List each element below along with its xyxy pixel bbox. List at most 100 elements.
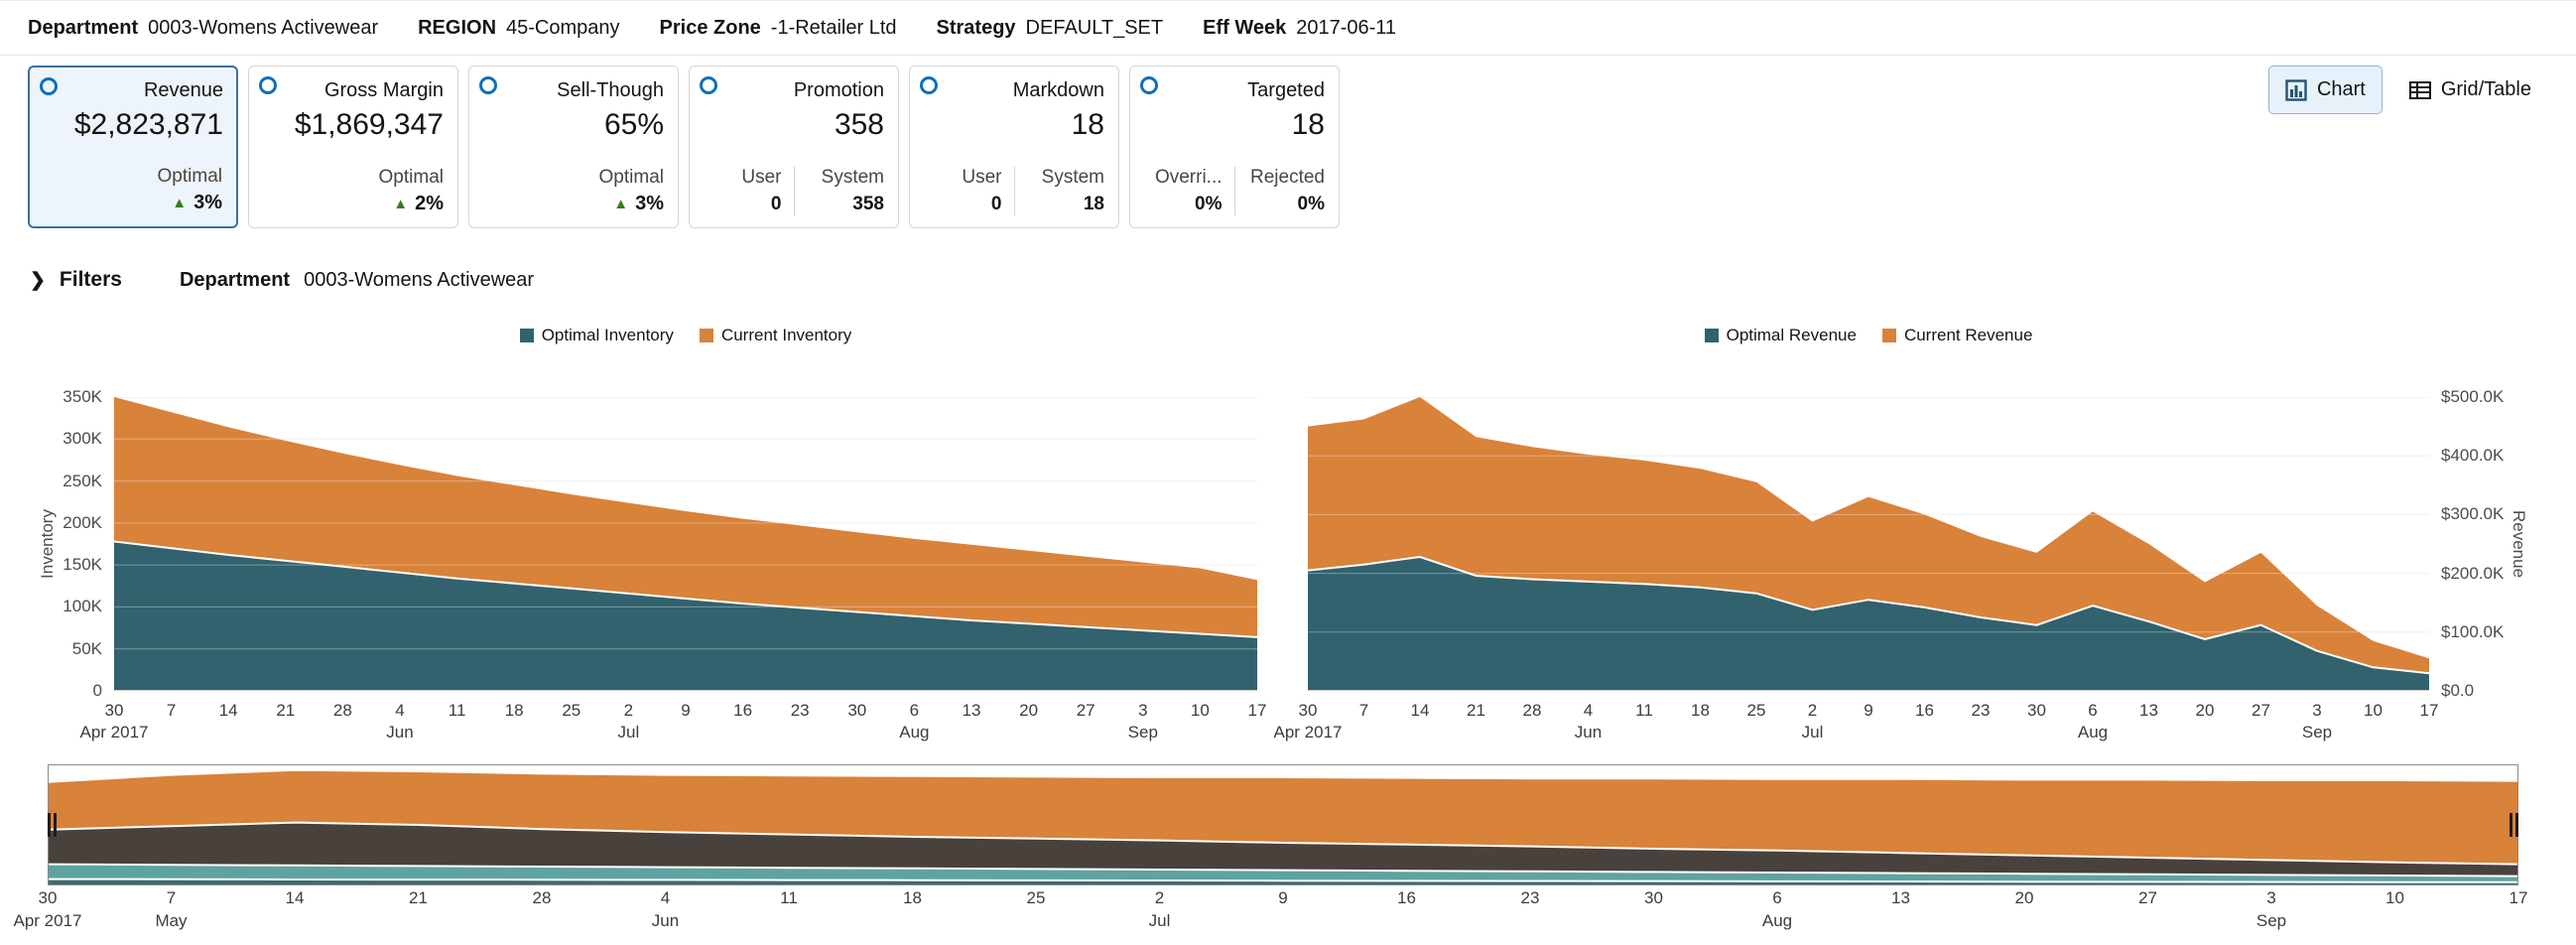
range-left-handle[interactable]: [47, 812, 58, 838]
tile-footer-label: Optimal: [598, 167, 664, 188]
inventory-legend: Optimal Inventory Current Inventory: [114, 326, 1257, 345]
tile-value: $1,869,347: [294, 108, 444, 141]
tile-status-ring-icon: [700, 76, 717, 94]
x-axis-week-label: 7: [1358, 701, 1369, 720]
tile-footer: User 0 System 18: [924, 167, 1104, 215]
x-axis-month-label: Apr 2017: [79, 723, 149, 742]
range-right-handle[interactable]: [2509, 812, 2519, 838]
range-week-label: 30: [38, 888, 58, 907]
context-field-label: Strategy: [936, 16, 1016, 39]
revenue-x-axis-weeks: 30 7 14 21 28 4 11 18 25 2 9 16 23 30 6 13 20 27 3 10 17: [1299, 701, 2439, 721]
tile-footer-label: System: [1041, 167, 1104, 188]
x-axis-week-label: 6: [2088, 701, 2098, 720]
range-month-label: Apr 2017: [13, 911, 82, 930]
x-axis-month-label: Aug: [2077, 723, 2109, 742]
tile-value: 18: [1071, 108, 1104, 141]
x-axis-week-label: 28: [332, 701, 352, 720]
tile-footer-label: Optimal: [378, 167, 444, 188]
legend-item[interactable]: Current Inventory: [699, 326, 852, 345]
range-week-label: 2: [1154, 888, 1165, 907]
range-week-label: 7: [166, 888, 177, 907]
tile-footer-value: 0: [770, 194, 782, 214]
tile-status-ring-icon: [920, 76, 938, 94]
tile-footer: Optimal ▲ 2%: [263, 167, 444, 215]
range-week-label: 17: [2509, 888, 2528, 907]
x-axis-week-label: 18: [1691, 701, 1710, 720]
range-week-label: 6: [1772, 888, 1782, 907]
legend-label: Current Inventory: [720, 326, 852, 344]
tile-value: $2,823,871: [73, 108, 223, 141]
y-axis-tick-label: 250K: [63, 471, 102, 490]
x-axis-week-label: 9: [681, 701, 691, 720]
y-axis-tick-label: $500.0K: [2441, 387, 2505, 406]
metric-tiles: Revenue $2,823,871 Optimal ▲ 3% Gross Margin $…: [28, 66, 1340, 228]
tile-footer-value: 18: [1083, 194, 1104, 214]
tile-footer: User 0 System 358: [704, 167, 884, 215]
tile-value: 358: [834, 108, 884, 141]
metric-tile-targeted[interactable]: Targeted 18 Overri... 0% Rejected 0%: [1129, 66, 1340, 228]
tile-title: Promotion: [793, 79, 884, 101]
range-week-label: 16: [1397, 888, 1416, 907]
legend-swatch: [1704, 329, 1719, 342]
filters-label[interactable]: Filters: [59, 268, 122, 291]
range-week-label: 18: [903, 888, 922, 907]
x-axis-week-label: 2: [1807, 701, 1818, 720]
revenue-area-chart[interactable]: [1307, 396, 2430, 691]
legend-swatch: [699, 329, 713, 342]
tile-status-ring-icon: [259, 76, 277, 94]
filters-department-label: Department: [179, 268, 291, 291]
tile-footer-column: System 358: [793, 167, 884, 215]
tile-status-ring-icon: [479, 76, 497, 94]
y-axis-tick-label: 200K: [63, 512, 102, 532]
range-month-label: May: [155, 911, 188, 930]
chart-view-label: Chart: [2316, 78, 2366, 100]
metric-tile-markdown[interactable]: Markdown 18 User 0 System 18: [909, 66, 1119, 228]
metric-tile-sell-though[interactable]: Sell-Though 65% Optimal ▲ 3%: [468, 66, 679, 228]
range-week-label: 9: [1278, 888, 1288, 907]
tile-footer-label: Rejected: [1250, 167, 1325, 188]
inventory-area-chart[interactable]: [113, 396, 1258, 691]
range-week-label: 20: [2014, 888, 2034, 907]
x-axis-month-label: Jun: [1574, 723, 1603, 742]
x-axis-week-label: 7: [166, 701, 177, 720]
revenue-chart-panel: Optimal Revenue Current Revenue Revenue $…: [1274, 318, 2576, 744]
y-axis-tick-label: $400.0K: [2441, 446, 2505, 466]
x-axis-week-label: 20: [2195, 701, 2215, 720]
y-axis-tick-label: 0: [92, 681, 102, 700]
x-axis-month-label: Jul: [617, 723, 640, 742]
y-axis-tick-label: $300.0K: [2441, 504, 2505, 524]
context-field-label: Price Zone: [659, 16, 761, 39]
metric-tile-promotion[interactable]: Promotion 358 User 0 System 358: [689, 66, 899, 228]
revenue-legend: Optimal Revenue Current Revenue: [1308, 326, 2429, 345]
range-week-label: 11: [780, 888, 798, 907]
x-axis-week-label: 30: [104, 701, 124, 720]
legend-label: Optimal Revenue: [1726, 326, 1857, 344]
metric-tiles-row: Revenue $2,823,871 Optimal ▲ 3% Gross Margin $…: [0, 56, 2576, 228]
tile-footer-column: Rejected 0%: [1233, 167, 1325, 215]
x-axis-week-label: 9: [1864, 701, 1873, 720]
x-axis-week-label: 13: [962, 701, 981, 720]
legend-item[interactable]: Current Revenue: [1881, 326, 2032, 345]
chart-view-button[interactable]: Chart: [2267, 66, 2383, 114]
tile-status-ring-icon: [1140, 76, 1158, 94]
x-axis-week-label: 10: [2364, 701, 2383, 720]
legend-swatch: [1881, 329, 1896, 342]
range-week-label: 27: [2138, 888, 2157, 907]
grid-table-view-button[interactable]: Grid/Table: [2392, 66, 2548, 114]
context-field-value: 0003-Womens Activewear: [148, 16, 379, 39]
metric-tile-gross-margin[interactable]: Gross Margin $1,869,347 Optimal ▲ 2%: [248, 66, 458, 228]
grid-table-view-label: Grid/Table: [2440, 78, 2531, 100]
tile-footer-column: User 0: [924, 167, 1014, 215]
y-axis-tick-label: 350K: [63, 387, 102, 406]
x-axis-week-label: 13: [2139, 701, 2158, 720]
legend-item[interactable]: Optimal Inventory: [519, 326, 674, 345]
y-axis-tick-label: 150K: [63, 555, 102, 575]
x-axis-week-label: 17: [1247, 701, 1267, 720]
range-selector-chart[interactable]: [48, 764, 2518, 885]
filters-expand-chevron-icon[interactable]: ❯: [30, 269, 46, 291]
legend-item[interactable]: Optimal Revenue: [1704, 326, 1857, 345]
metric-tile-revenue[interactable]: Revenue $2,823,871 Optimal ▲ 3%: [28, 66, 238, 228]
x-axis-month-label: Jul: [1801, 723, 1824, 742]
x-axis-week-label: 16: [1915, 701, 1934, 720]
tile-footer-column: Overri... 0%: [1144, 167, 1234, 215]
